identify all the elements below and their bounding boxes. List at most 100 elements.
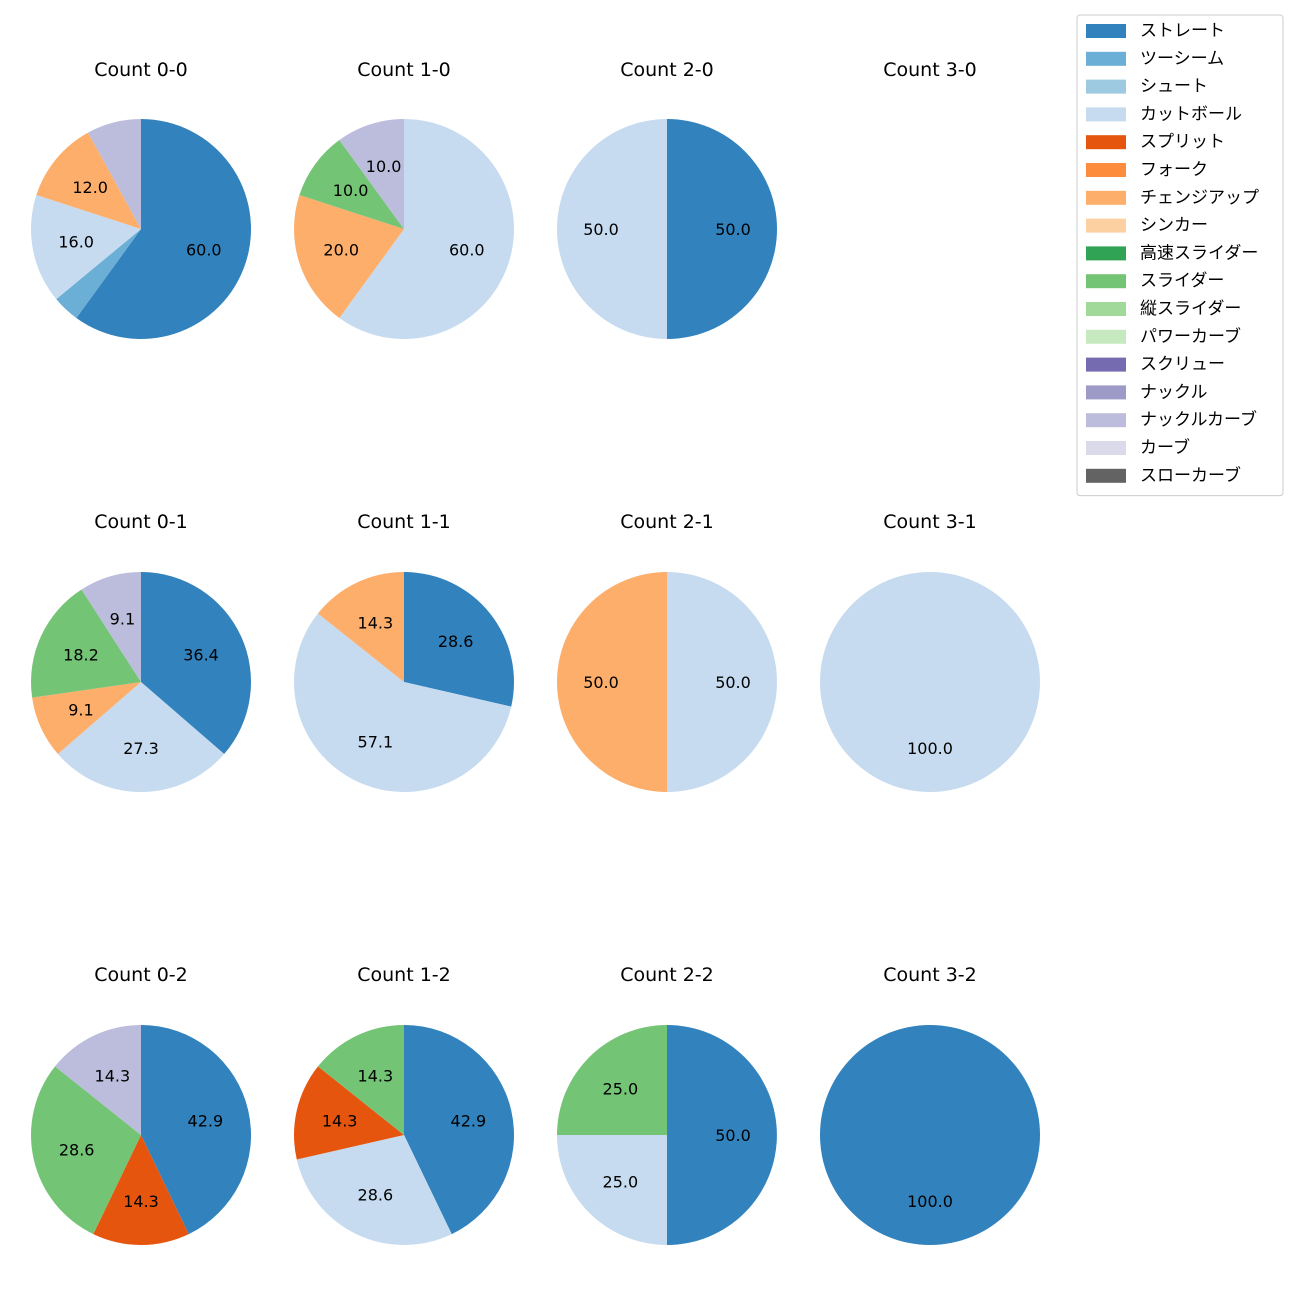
legend-label: ストレート xyxy=(1140,21,1225,41)
pie-chart: Count 0-2 42.9 14.3 28.6 14.3 xyxy=(30,964,251,1245)
pie-slice xyxy=(820,572,1040,792)
pie-slice xyxy=(141,572,251,755)
pie-slice xyxy=(557,119,667,339)
legend-swatch xyxy=(1086,218,1126,233)
slice-label: 50.0 xyxy=(715,220,751,239)
pie-slice xyxy=(30,1066,142,1235)
legend-swatch xyxy=(1086,79,1126,94)
pie-title: Count 1-0 xyxy=(357,59,451,81)
slice-label: 14.3 xyxy=(322,1111,358,1130)
pie-title: Count 1-2 xyxy=(357,964,451,986)
legend-swatch xyxy=(1086,329,1126,344)
pie-title: Count 3-1 xyxy=(883,511,977,533)
pie-slice xyxy=(294,195,404,318)
legend-label: スライダー xyxy=(1140,271,1224,291)
pie-chart: Count 1-2 42.9 28.6 14.3 14.3 xyxy=(294,964,514,1245)
pie-slice xyxy=(339,119,514,339)
pie-slice xyxy=(141,1025,251,1235)
slice-label: 10.0 xyxy=(333,181,369,200)
legend-label: スプリット xyxy=(1140,132,1225,152)
pie-chart: Count 3-2 100.0 xyxy=(820,964,1040,1245)
pie-slice xyxy=(296,1135,452,1245)
slice-label: 10.0 xyxy=(366,157,402,176)
pie-title: Count 3-0 xyxy=(883,59,977,81)
slice-label: 36.4 xyxy=(183,646,219,665)
slice-label: 100.0 xyxy=(907,739,953,758)
pie-slice xyxy=(317,572,404,682)
slice-label: 42.9 xyxy=(451,1111,487,1130)
slice-label: 28.6 xyxy=(438,632,474,651)
slice-label: 14.3 xyxy=(95,1067,131,1086)
slice-label: 9.1 xyxy=(68,700,93,719)
pie-slice xyxy=(557,1025,667,1135)
slice-label: 57.1 xyxy=(358,732,394,751)
pie-slice xyxy=(404,1025,514,1235)
pie-title: Count 0-2 xyxy=(94,964,188,986)
pie-title: Count 2-1 xyxy=(620,511,714,533)
legend-label: カーブ xyxy=(1140,437,1190,458)
pie-chart: Count 3-0 xyxy=(883,59,977,81)
pie-slice xyxy=(557,572,667,792)
legend-label: スクリュー xyxy=(1140,355,1225,375)
slice-label: 42.9 xyxy=(188,1111,224,1130)
slice-label: 18.2 xyxy=(63,646,99,665)
slice-label: 20.0 xyxy=(323,240,359,259)
slice-label: 14.3 xyxy=(358,1067,394,1086)
slice-label: 27.3 xyxy=(123,739,159,758)
legend-label: シンカー xyxy=(1140,216,1208,236)
legend: ストレートツーシームシュートカットボールスプリットフォークチェンジアップシンカー… xyxy=(1076,14,1284,497)
pie-slice xyxy=(32,682,141,755)
slice-label: 14.3 xyxy=(123,1192,159,1211)
legend-swatch xyxy=(1086,135,1126,150)
legend-label: 縦スライダー xyxy=(1140,299,1241,319)
pie-chart: Count 1-1 28.6 57.1 14.3 xyxy=(293,511,514,792)
pie-slice xyxy=(667,1025,777,1245)
pies-layer: Count 0-0 60.0 16.0 12.0 Count 1-0 60.0 20.0 10… xyxy=(30,59,1040,1245)
slice-label: 100.0 xyxy=(907,1192,953,1211)
slice-label: 50.0 xyxy=(715,1126,751,1145)
legend-swatch xyxy=(1086,357,1126,372)
legend-label: シュート xyxy=(1140,77,1208,97)
pie-slice xyxy=(317,1025,404,1135)
pie-title: Count 0-1 xyxy=(94,511,188,533)
legend-swatch xyxy=(1086,385,1126,400)
pie-slice xyxy=(76,119,251,339)
pie-slice xyxy=(88,119,141,229)
slice-label: 14.3 xyxy=(358,614,394,633)
pie-slice xyxy=(56,229,141,318)
legend-swatch xyxy=(1086,107,1126,122)
slice-label: 50.0 xyxy=(583,220,619,239)
pie-slice xyxy=(57,682,225,792)
legend-swatch xyxy=(1086,163,1126,177)
pie-title: Count 2-0 xyxy=(620,59,714,81)
legend-label: ツーシーム xyxy=(1140,49,1224,69)
slice-label: 50.0 xyxy=(715,673,751,692)
legend-label: ナックル xyxy=(1140,382,1208,402)
pie-chart: Count 0-1 36.4 27.3 9.1 18.2 9.1 xyxy=(31,511,251,792)
legend-label: ナックルカーブ xyxy=(1140,409,1257,430)
pie-slice xyxy=(81,572,141,682)
slice-label: 12.0 xyxy=(72,178,108,197)
legend-label: 高速スライダー xyxy=(1140,243,1258,263)
legend-swatch xyxy=(1086,441,1126,455)
pie-chart: Count 2-0 50.0 50.0 xyxy=(557,59,777,339)
legend-frame xyxy=(1076,14,1284,497)
legend-label: パワーカーブ xyxy=(1140,326,1241,347)
pie-slice xyxy=(667,119,777,339)
legend-swatch xyxy=(1086,190,1126,205)
slice-label: 28.6 xyxy=(59,1141,95,1160)
pie-title: Count 1-1 xyxy=(357,511,451,533)
slice-label: 28.6 xyxy=(358,1185,394,1204)
slice-label: 25.0 xyxy=(603,1173,639,1192)
pie-slice xyxy=(54,1025,141,1135)
legend-swatch xyxy=(1086,246,1126,261)
pie-chart: Count 3-1 100.0 xyxy=(820,511,1040,792)
pie-title: Count 0-0 xyxy=(94,59,188,81)
legend-swatch xyxy=(1086,468,1126,483)
legend-swatch xyxy=(1086,274,1126,289)
legend-label: フォーク xyxy=(1140,160,1208,180)
legend-label: チェンジアップ xyxy=(1140,188,1259,208)
pie-slice xyxy=(339,119,404,229)
legend-label: スローカーブ xyxy=(1140,465,1241,486)
